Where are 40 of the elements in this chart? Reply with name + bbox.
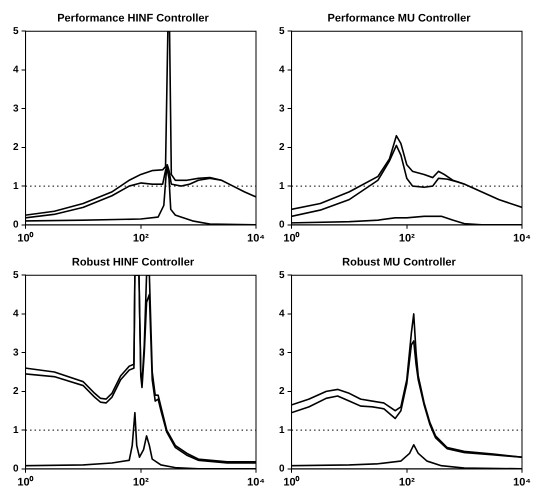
chart-title: Performance HINF Controller <box>57 12 210 25</box>
y-tick-label: 0 <box>279 464 285 475</box>
y-tick-label: 1 <box>279 424 285 436</box>
y-tick-label: 2 <box>279 386 285 398</box>
y-tick-label: 0 <box>13 220 19 231</box>
y-tick-label: 5 <box>279 26 285 37</box>
y-tick-label: 5 <box>13 26 19 37</box>
y-tick-label: 2 <box>13 142 19 154</box>
x-tick-label: 10⁴ <box>247 476 265 488</box>
x-tick-label: 10⁰ <box>17 475 34 488</box>
chart-title: Robust MU Controller <box>342 256 457 269</box>
x-tick-label: 10² <box>398 232 416 244</box>
y-tick-label: 4 <box>279 308 285 320</box>
x-tick-label: 10⁰ <box>17 231 34 244</box>
y-tick-label: 4 <box>13 308 19 320</box>
y-tick-label: 0 <box>13 464 19 475</box>
y-tick-label: 2 <box>279 142 285 154</box>
x-tick-label: 10⁴ <box>513 476 531 488</box>
y-tick-label: 3 <box>279 347 285 358</box>
y-tick-label: 0 <box>279 220 285 231</box>
y-tick-label: 1 <box>279 180 285 192</box>
y-tick-label: 4 <box>13 64 19 76</box>
x-tick-label: 10⁰ <box>283 475 300 488</box>
x-tick-label: 10² <box>398 476 416 488</box>
y-tick-label: 5 <box>279 270 285 281</box>
y-tick-label: 5 <box>13 270 19 281</box>
x-tick-label: 10² <box>132 232 150 244</box>
x-tick-label: 10⁰ <box>283 231 300 244</box>
chart-title: Performance MU Controller <box>327 12 472 25</box>
y-tick-label: 2 <box>13 386 19 398</box>
y-tick-label: 1 <box>13 180 19 192</box>
x-tick-label: 10⁴ <box>247 232 265 244</box>
x-tick-label: 10² <box>132 476 150 488</box>
y-tick-label: 3 <box>13 103 19 114</box>
y-tick-label: 1 <box>13 424 19 436</box>
y-tick-label: 4 <box>279 64 285 76</box>
x-tick-label: 10⁴ <box>513 232 531 244</box>
y-tick-label: 3 <box>13 347 19 358</box>
y-tick-label: 3 <box>279 103 285 114</box>
chart-title: Robust HINF Controller <box>72 256 195 269</box>
